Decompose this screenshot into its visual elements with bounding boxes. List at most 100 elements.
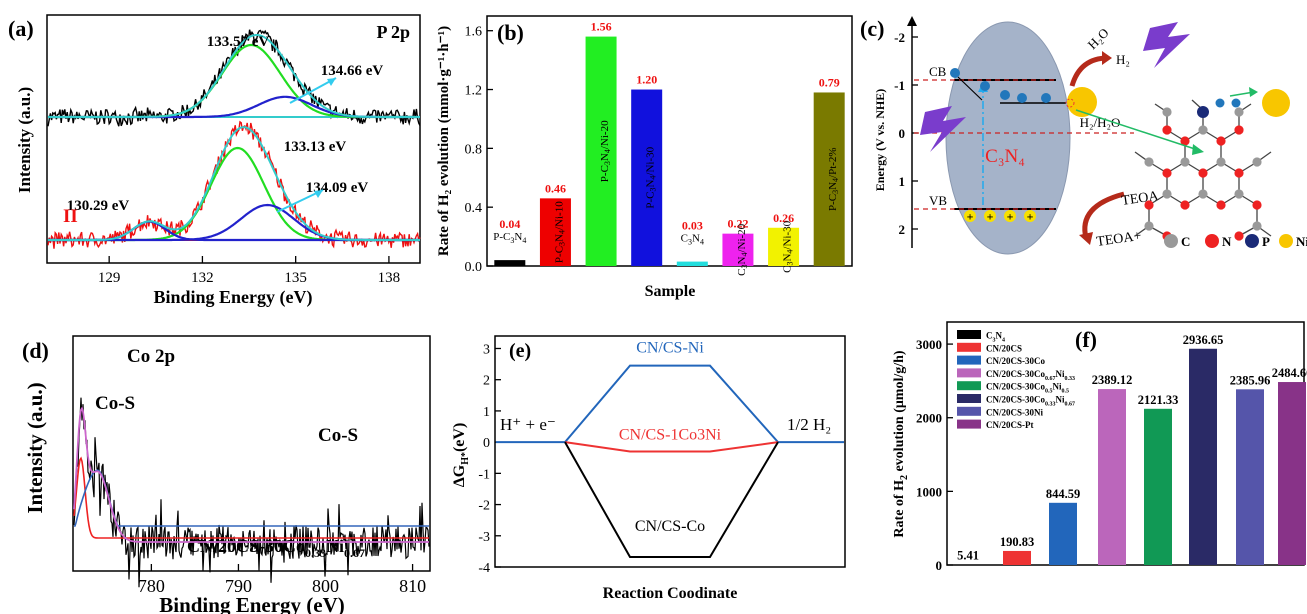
panel-e-y-tick-label: 3 (483, 342, 490, 357)
carbon-atom-icon (1216, 157, 1226, 167)
light-bolt-icon (1143, 22, 1190, 68)
panel-e-y-tick-label: 2 (483, 374, 490, 389)
panel-b-y-tick-label: 1.2 (465, 84, 483, 99)
panel-f-legend-label: CN/20CS-Pt (986, 420, 1034, 430)
panel-b-y-tick-label: 0.0 (465, 260, 483, 275)
panel-e-right-label: 1/2 H₂ (787, 415, 831, 434)
panel-f-legend-label: CN/20CS-30Co0.33​Ni0.67​ (986, 395, 1075, 408)
panel-e-pathway-label: CN/CS-Ni (636, 340, 704, 357)
panel-f-bar (1278, 382, 1306, 565)
panel-d-corner-label: Co 2p (127, 346, 175, 367)
carbon-atom-icon (1198, 189, 1208, 199)
panel-b-letter: (b) (497, 20, 524, 45)
panel-b-value-label: 0.22 (727, 217, 748, 231)
panel-b-value-label: 0.46 (545, 181, 566, 195)
panel-b-category-label: C3​N4​/Ni-30 (781, 220, 794, 273)
panel-f-legend-swatch (957, 355, 981, 365)
panel-b-y-tick-label: 0.4 (465, 201, 483, 216)
panel-b-category-label: P-C3​N4​/Pt-2% (827, 147, 840, 211)
panel-f-value-label: 2484.66 (1272, 366, 1307, 380)
nitrogen-atom-icon (1144, 200, 1154, 210)
panel-a-frame (46, 14, 421, 264)
panel-e-pathway-line (564, 441, 779, 559)
teoa-label: TEOA (1120, 189, 1160, 209)
legend-c-icon (1164, 234, 1178, 248)
legend-ni-icon (1279, 234, 1293, 248)
panel-e-y-tick-label: 1 (483, 405, 490, 420)
light-bolt-icon (920, 106, 966, 152)
electron-icon (1017, 93, 1027, 103)
panel-f-value-label: 2389.12 (1092, 373, 1133, 387)
panel-a-corner-label: P 2p (376, 22, 410, 42)
cb-label: CB (929, 64, 947, 79)
panel-d-peak-label: Co-S (95, 393, 135, 414)
legend-label: P (1262, 234, 1270, 249)
panel-e: (e) ΔGH*(eV) Reaction Coodinate H⁺ + e⁻ … (451, 335, 846, 602)
nitrogen-atom-icon (1252, 200, 1262, 210)
semiconductor-label: C₃N₄ (985, 146, 1025, 167)
teoa-plus-label: TEOA+ (1095, 229, 1142, 250)
panel-a-arrow (289, 77, 337, 104)
panel-b-category-label: P-C3​N4​/Ni-20 (599, 120, 612, 182)
panel-b-y-tick-label: 0.8 (465, 142, 483, 157)
nitrogen-atom-icon (1162, 168, 1172, 178)
panel-c-letter: (c) (860, 16, 884, 41)
panel-a: (a) P 2p Intensity (a.u.) Binding Energy… (8, 14, 421, 308)
panel-b-category-label: P-C3​N4​/Ni-30 (644, 146, 657, 208)
nitrogen-atom-icon (1234, 125, 1244, 135)
panel-d-letter: (d) (22, 338, 49, 363)
carbon-atom-icon (1144, 221, 1154, 231)
panel-b-frame (486, 15, 853, 267)
panel-f-bar (1144, 408, 1172, 565)
panel-f-legend-label: C3​N4​ (986, 331, 1005, 344)
carbon-atom-icon (1180, 157, 1190, 167)
hole-icon (1024, 210, 1036, 222)
panel-b-bar (585, 36, 617, 267)
panel-e-y-tick-label: -4 (478, 561, 490, 576)
panel-a-peak-label: 133.13 eV (284, 139, 347, 155)
nitrogen-atom-icon (1198, 168, 1208, 178)
panel-c-y-tick-label: -1 (894, 78, 905, 93)
vb-label: VB (929, 193, 947, 208)
panel-f-legend-swatch (957, 406, 981, 416)
panel-f-bar (1098, 389, 1126, 565)
panel-f-y-axis-label: Rate of H2 evolution (μmol/g/h) (892, 350, 910, 537)
panel-b-value-label: 1.56 (591, 20, 612, 34)
carbon-atom-icon (1162, 189, 1172, 199)
panel-c-y-tick-label: -2 (894, 30, 905, 45)
nitrogen-atom-icon (1162, 125, 1172, 135)
panel-b-value-label: 0.26 (773, 211, 794, 225)
panel-a-arrow (276, 189, 324, 213)
panel-b-bar (768, 227, 800, 266)
panel-b-bar (631, 89, 663, 266)
nitrogen-atom-icon (1216, 200, 1226, 210)
panel-a-fit-curve (48, 95, 420, 119)
panel-a-arrow-head (314, 190, 323, 198)
legend-n-icon (1205, 234, 1219, 248)
panel-b-category-label: P-C3​N4​ (493, 231, 526, 245)
hole-plus-sign: + (1007, 210, 1014, 224)
panel-a-x-tick-label: 132 (191, 270, 214, 286)
panel-e-x-axis-label: Reaction Coodinate (603, 585, 738, 602)
panel-b-category-label: C3​N4​/Ni-20 (735, 223, 748, 276)
panel-d-fit-curve (73, 456, 429, 539)
panel-f: (f) Rate of H2 evolution (μmol/g/h) 0 100… (892, 321, 1307, 573)
panel-d-x-tick-label: 780 (138, 576, 165, 596)
panel-a-x-tick-label: 129 (98, 270, 121, 286)
panel-e-letter: (e) (509, 340, 531, 362)
panel-f-letter: (f) (1075, 327, 1097, 352)
panel-a-arrow-head (327, 78, 336, 86)
panel-a-letter: (a) (8, 16, 34, 41)
panel-c-y-axis-label: Energy (V vs. NHE) (873, 89, 887, 191)
panel-a-x-tick-label: 135 (284, 270, 307, 286)
panel-d: (d) Co 2p Intensity (a.u.) Binding Energ… (22, 335, 431, 614)
legend-label: C (1181, 234, 1190, 249)
panel-b-bar (676, 261, 708, 266)
panel-f-bar (954, 564, 982, 566)
hole-icon (964, 210, 976, 222)
panel-d-peak-label: Co-S (318, 425, 358, 446)
panel-d-x-tick-label: 810 (399, 576, 426, 596)
panel-a-peak-label: 133.57 eV (207, 34, 270, 50)
panel-f-value-label: 2385.96 (1230, 373, 1271, 387)
panel-f-value-label: 5.41 (957, 549, 979, 563)
